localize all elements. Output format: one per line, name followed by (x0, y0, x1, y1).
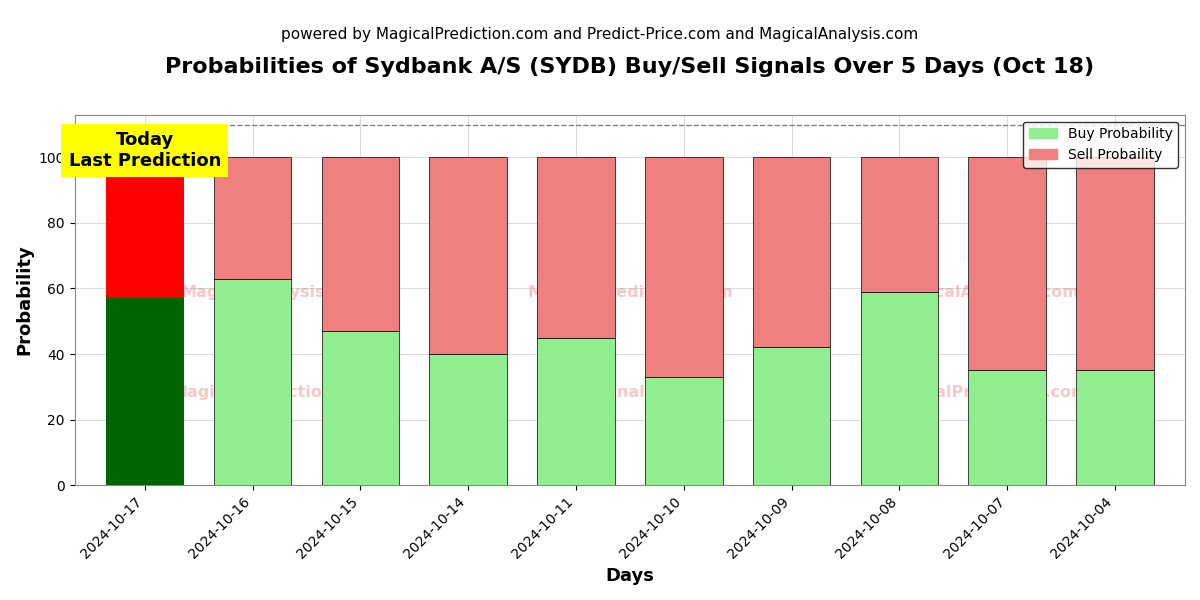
Bar (1076, 157, 1153, 370)
Bar (430, 354, 506, 485)
Bar (860, 292, 938, 485)
Text: MagicalAnalysis.com: MagicalAnalysis.com (181, 285, 368, 300)
Bar (430, 157, 506, 354)
Bar (644, 157, 722, 377)
Bar (106, 298, 184, 485)
Text: powered by MagicalPrediction.com and Predict-Price.com and MagicalAnalysis.com: powered by MagicalPrediction.com and Pre… (281, 27, 919, 42)
Text: MagicalAnalysis.com: MagicalAnalysis.com (536, 385, 724, 400)
Bar (214, 157, 292, 278)
Bar (644, 377, 722, 485)
Bar (752, 157, 830, 347)
Bar (968, 370, 1046, 485)
Text: MagicalPrediction.com: MagicalPrediction.com (172, 385, 377, 400)
Text: MagicalPrediction.com: MagicalPrediction.com (527, 285, 733, 300)
Bar (752, 347, 830, 485)
Bar (538, 157, 614, 338)
Bar (538, 338, 614, 485)
Bar (322, 157, 400, 331)
Bar (1076, 370, 1153, 485)
Legend: Buy Probability, Sell Probaility: Buy Probability, Sell Probaility (1024, 122, 1178, 167)
Bar (106, 157, 184, 298)
Bar (214, 278, 292, 485)
Title: Probabilities of Sydbank A/S (SYDB) Buy/Sell Signals Over 5 Days (Oct 18): Probabilities of Sydbank A/S (SYDB) Buy/… (166, 57, 1094, 77)
Text: MagicalAnalysis.com: MagicalAnalysis.com (892, 285, 1079, 300)
Bar (860, 157, 938, 292)
Text: MagicalPrediction.com: MagicalPrediction.com (882, 385, 1088, 400)
Bar (968, 157, 1046, 370)
Y-axis label: Probability: Probability (16, 245, 34, 355)
Text: Today
Last Prediction: Today Last Prediction (68, 131, 221, 170)
X-axis label: Days: Days (605, 567, 654, 585)
Bar (322, 331, 400, 485)
